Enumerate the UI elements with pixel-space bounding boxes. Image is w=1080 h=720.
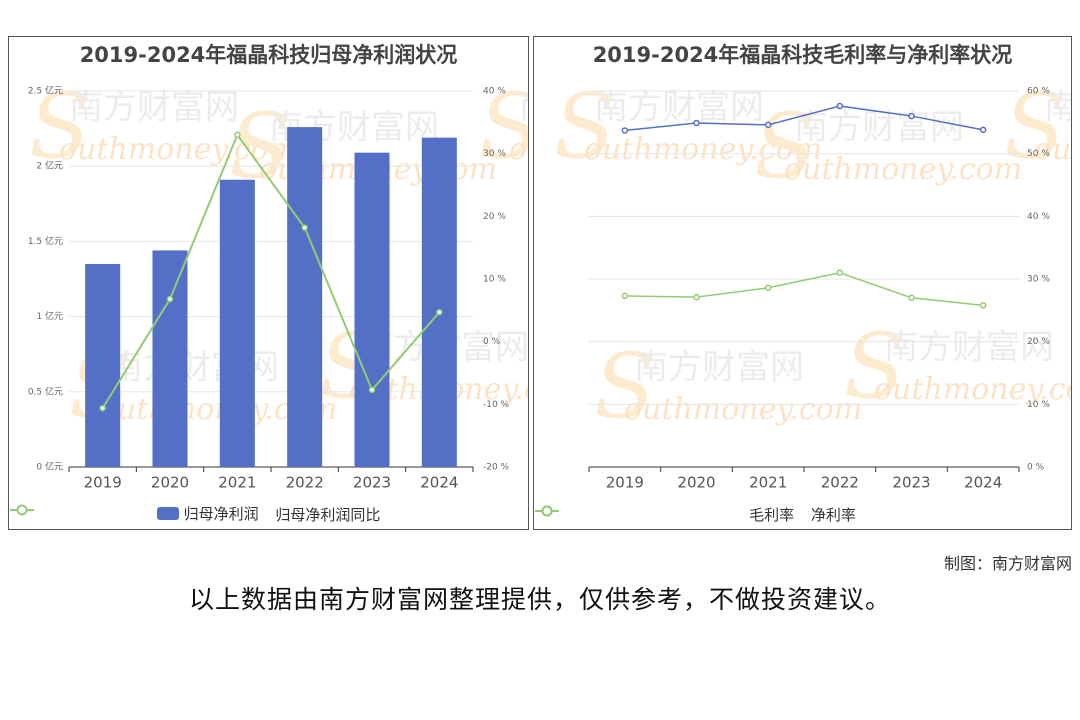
chart-title: 2019-2024年福晶科技归母净利润状况	[79, 43, 458, 67]
bar-net-profit	[85, 263, 121, 467]
x-tick-label: 2019	[84, 474, 122, 492]
legend-label: 净利率	[810, 506, 856, 524]
x-tick-label: 2020	[151, 474, 189, 492]
y-right-tick-label: 20 %	[483, 212, 506, 222]
legend-label: 毛利率	[749, 506, 795, 524]
watermark-text-en: outhmoney.com	[509, 132, 529, 167]
point-net-margin	[979, 302, 987, 309]
watermark-text-en: outhmoney.com	[624, 392, 862, 427]
legend-label: 归母净利润同比	[275, 506, 381, 524]
line-net-profit-yoy	[101, 132, 441, 409]
y-right-tick-label: 30 %	[1027, 275, 1050, 285]
point-gross-margin	[908, 112, 915, 120]
y-right-tick-label: 60 %	[1027, 87, 1050, 97]
y-right-tick-label: 40 %	[483, 87, 506, 97]
watermark-text-cn: 南方财富网	[634, 348, 804, 388]
point-gross-margin	[621, 127, 629, 134]
watermark-text-en: outhmoney.com	[1034, 132, 1072, 167]
y-left-tick-label: 2 亿元	[36, 160, 63, 172]
point-net-margin	[908, 294, 915, 302]
chart-title: 2019-2024年福晶科技毛利率与净利率状况	[592, 43, 1013, 67]
watermark-letter: S	[594, 334, 656, 439]
x-tick-label: 2021	[218, 474, 256, 492]
x-tick-label: 2022	[286, 474, 324, 492]
point-net-profit-yoy	[99, 404, 106, 412]
legend-swatch-line	[10, 504, 34, 516]
chart-panel-net-profit: S南方财富网outhmoney.comS南方财富网outhmoney.comS南…	[8, 36, 529, 530]
x-tick-label: 2020	[677, 474, 715, 492]
watermark-text-en: outhmoney.com	[784, 152, 1022, 187]
point-net-margin	[836, 269, 844, 276]
watermark-text-cn: 南方财富网	[519, 88, 529, 128]
x-tick-label: 2021	[749, 474, 787, 492]
point-net-margin	[621, 292, 629, 300]
bar-net-profit	[287, 127, 323, 467]
net-profit-chart-svg: S南方财富网outhmoney.comS南方财富网outhmoney.comS南…	[28, 74, 529, 492]
chart-panel-margins: S南方财富网outhmoney.comS南方财富网outhmoney.comS南…	[533, 36, 1072, 530]
x-tick-label: 2024	[964, 474, 1002, 492]
watermark-text-en: outhmoney.com	[584, 132, 822, 167]
watermark-letter: S	[754, 94, 816, 199]
point-net-margin	[693, 293, 700, 301]
point-gross-margin	[693, 119, 700, 127]
watermark-text-cn: 南方财富网	[69, 88, 239, 128]
disclaimer-text: 以上数据由南方财富网整理提供，仅供参考，不做投资建议。	[188, 585, 891, 614]
bar-net-profit	[219, 179, 255, 467]
chart-credit: 制图：南方财富网	[943, 554, 1072, 573]
watermark-text-cn: 南方财富网	[1044, 88, 1072, 128]
bar-net-profit	[152, 250, 188, 467]
chart-legend: 归母净利润 归母净利润同比	[9, 503, 528, 525]
watermark-letter: S	[844, 314, 906, 419]
point-net-profit-yoy	[368, 386, 376, 394]
y-right-tick-label: 50 %	[1027, 149, 1050, 159]
chart-legend: 毛利率 净利率	[534, 504, 1071, 525]
point-gross-margin	[764, 121, 772, 129]
bar-net-profit	[421, 137, 457, 467]
legend-swatch-bar	[156, 507, 179, 520]
watermark-text-cn: 南方财富网	[884, 328, 1054, 368]
y-right-tick-label: 20 %	[1027, 337, 1050, 347]
y-right-tick-label: -10 %	[483, 400, 510, 410]
legend-item-net-margin[interactable]: 净利率	[535, 504, 856, 525]
point-net-margin	[764, 284, 772, 292]
x-tick-label: 2022	[821, 474, 859, 492]
y-right-tick-label: 0 %	[483, 337, 501, 347]
y-right-tick-label: 10 %	[483, 275, 506, 285]
watermark-text-cn: 南方财富网	[794, 108, 964, 148]
watermark-layer: S南方财富网outhmoney.comS南方财富网outhmoney.comS南…	[554, 74, 1072, 439]
line-net-margin	[624, 271, 984, 307]
point-net-profit-yoy	[301, 224, 308, 231]
y-right-tick-label: 40 %	[1027, 212, 1050, 222]
y-right-tick-label: 30 %	[483, 149, 506, 159]
legend-swatch-line	[535, 505, 559, 517]
legend-item-net-profit-yoy[interactable]: 归母净利润同比	[10, 504, 381, 525]
y-right-tick-label: 10 %	[1027, 400, 1050, 410]
y-left-tick-label: 0 亿元	[36, 461, 63, 473]
y-left-tick-label: 0.5 亿元	[28, 385, 63, 397]
watermark-letter: S	[479, 74, 529, 179]
point-net-profit-yoy	[234, 131, 241, 139]
watermark-text-cn: 南方财富网	[594, 88, 764, 128]
y-right-tick-label: 0 %	[1027, 463, 1045, 473]
line-gross-margin	[624, 105, 984, 132]
legend-label: 归母净利润	[183, 505, 259, 523]
x-tick-label: 2023	[353, 474, 391, 492]
x-tick-label: 2023	[892, 474, 930, 492]
y-left-tick-label: 2.5 亿元	[28, 85, 63, 97]
bar-net-profit	[354, 152, 390, 467]
legend-item-net-profit[interactable]: 归母净利润	[156, 503, 259, 524]
x-tick-label: 2024	[420, 474, 458, 492]
margin-chart-svg: S南方财富网outhmoney.comS南方财富网outhmoney.comS南…	[554, 74, 1072, 492]
point-net-profit-yoy	[436, 308, 443, 316]
y-right-tick-label: -20 %	[483, 463, 510, 473]
y-left-tick-label: 1.5 亿元	[28, 235, 63, 247]
point-gross-margin	[836, 102, 844, 110]
watermark-text-en: outhmoney.com	[874, 372, 1072, 407]
legend-item-gross-margin[interactable]: 毛利率	[535, 504, 795, 525]
point-gross-margin	[979, 126, 987, 134]
point-net-profit-yoy	[166, 295, 174, 303]
y-left-tick-label: 1 亿元	[36, 310, 63, 322]
x-tick-label: 2019	[606, 474, 644, 492]
